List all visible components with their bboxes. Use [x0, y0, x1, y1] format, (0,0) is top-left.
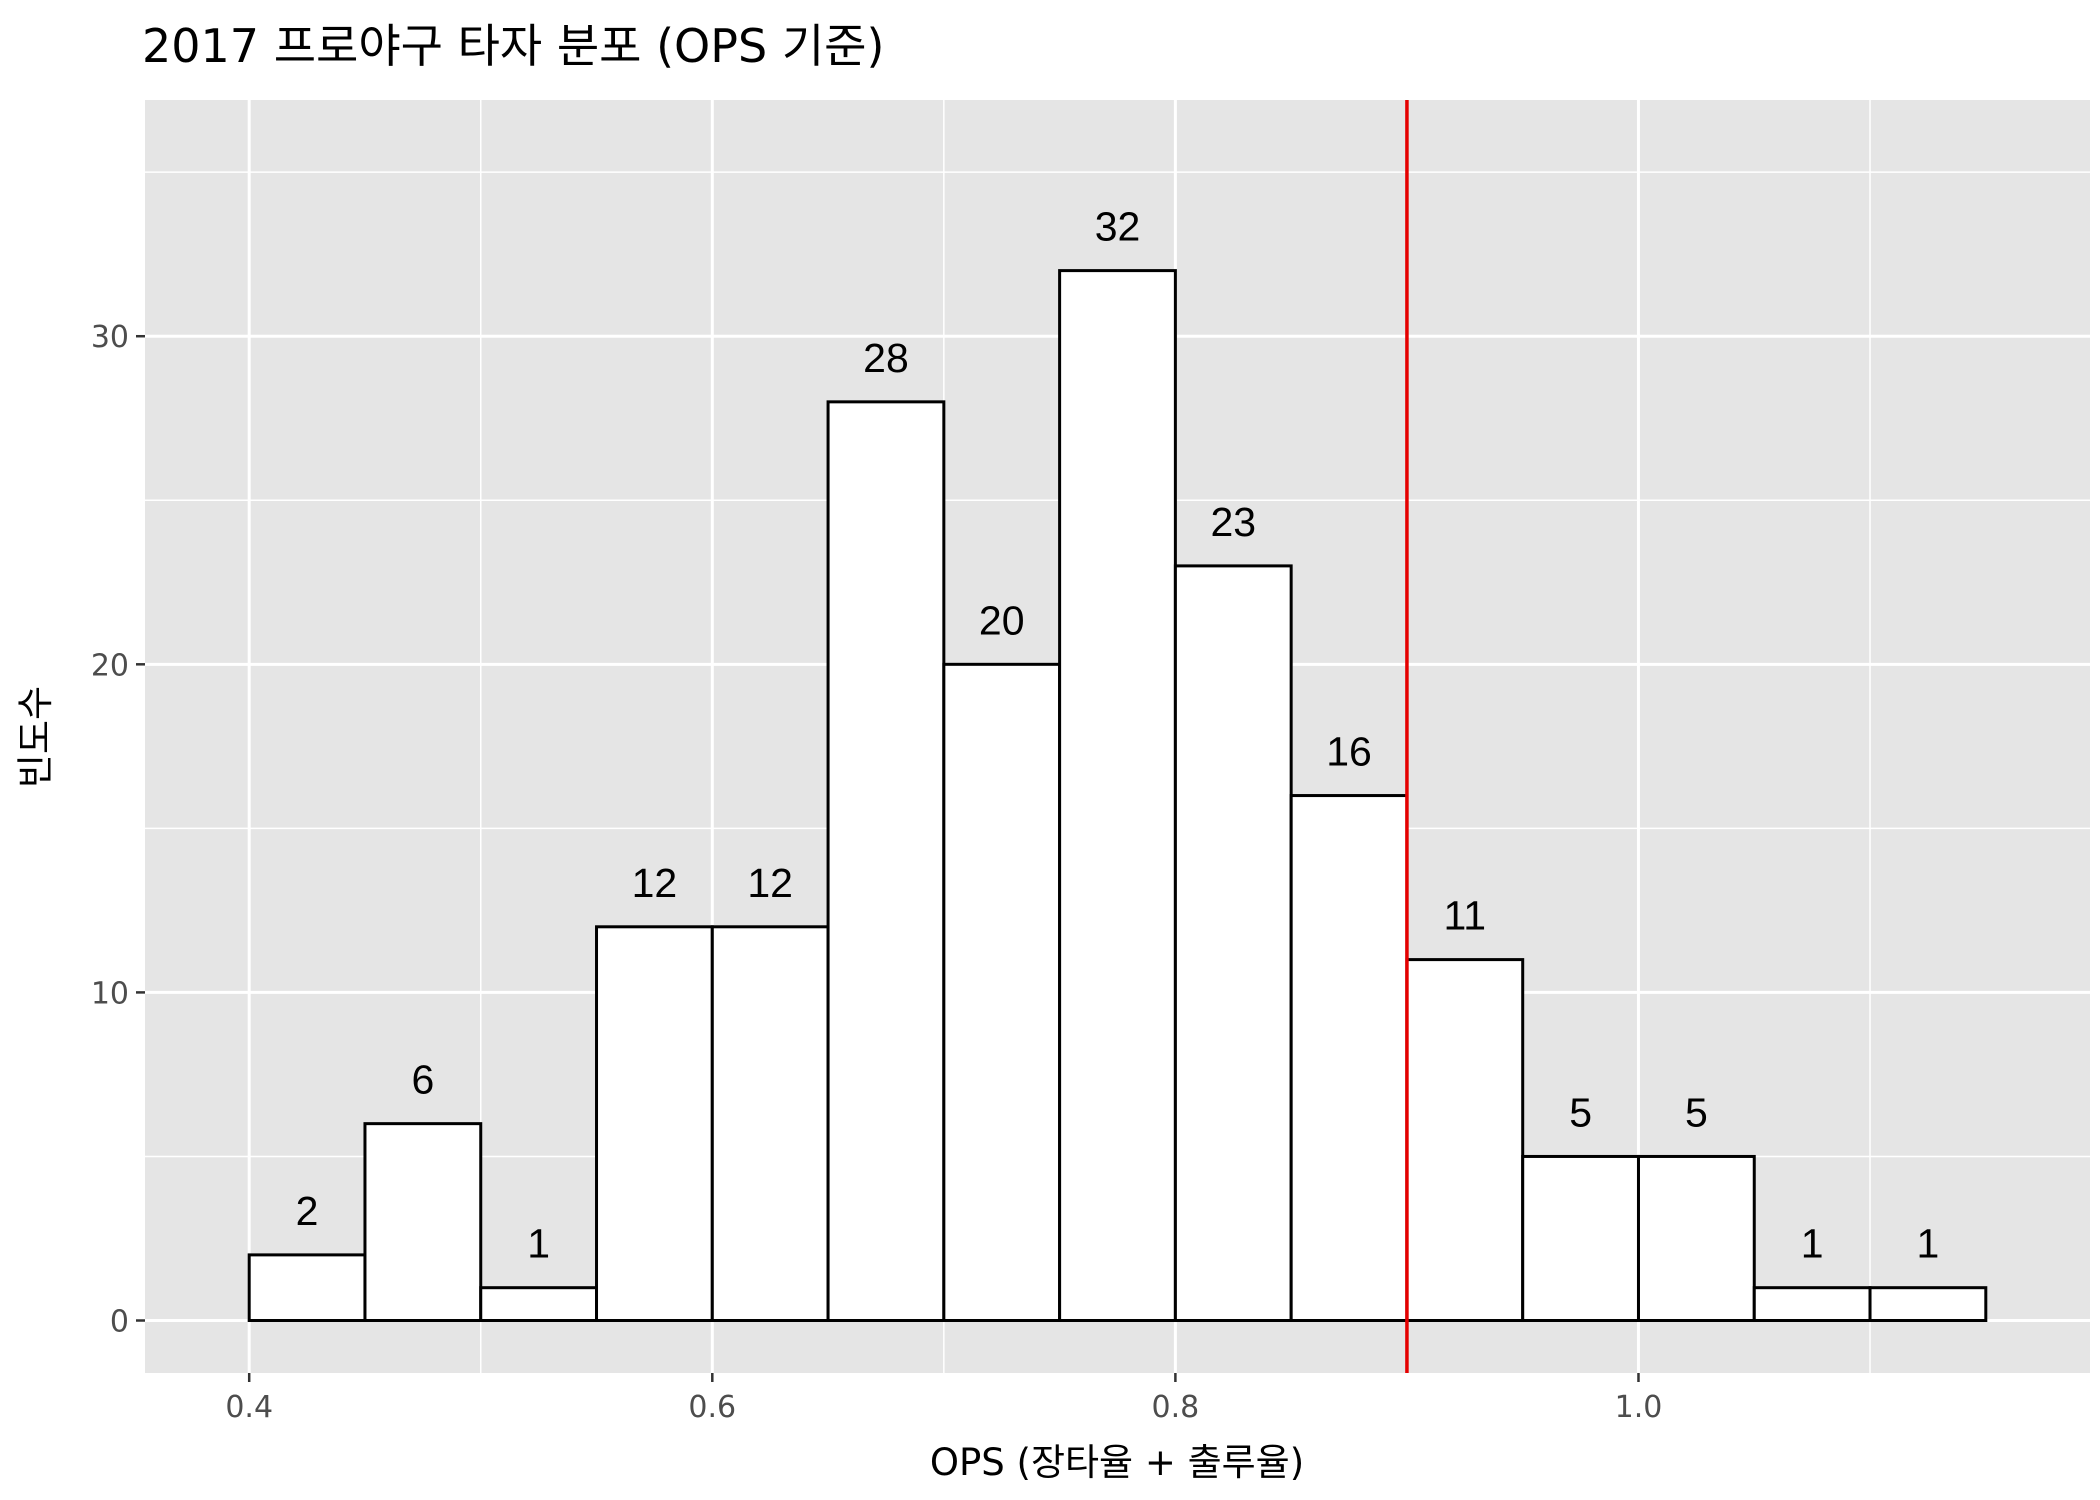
bar-count-label: 5	[1569, 1089, 1592, 1135]
y-axis: 0 10 20 30	[91, 320, 145, 1340]
histogram-bar	[1405, 958, 1525, 1323]
bar-count-label: 1	[527, 1221, 550, 1267]
histogram-bar	[595, 925, 714, 1323]
x-axis-title: OPS (장타율 + 출루율)	[930, 1441, 1304, 1484]
y-tick-label: 0	[110, 1305, 129, 1340]
x-tick-label: 0.4	[225, 1390, 273, 1425]
histogram-bar	[710, 925, 830, 1323]
bar-count-label: 12	[632, 860, 678, 906]
histogram-bar	[479, 1286, 599, 1323]
bar-count-label: 20	[979, 597, 1025, 643]
bar-count-label: 11	[1444, 893, 1487, 939]
x-axis: 0.4 0.6 0.8 1.0	[225, 1373, 1662, 1425]
histogram-bar	[942, 662, 1062, 1323]
bar-count-label: 12	[747, 860, 793, 906]
bar-count-label: 23	[1210, 499, 1256, 545]
histogram-bar	[363, 1122, 483, 1323]
bar-count-label: 5	[1685, 1089, 1708, 1135]
bar-count-label: 1	[1801, 1221, 1824, 1267]
chart-title: 2017 프로야구 타자 분포 (OPS 기준)	[142, 19, 884, 73]
y-tick-label: 30	[91, 320, 129, 355]
x-tick-label: 0.8	[1152, 1390, 1200, 1425]
y-axis-title: 빈도수	[14, 686, 57, 788]
histogram-bar	[1752, 1286, 1872, 1323]
bar-count-label: 1	[1917, 1221, 1940, 1267]
histogram-bar	[826, 400, 946, 1323]
histogram-bar	[1289, 794, 1409, 1323]
bar-count-label: 16	[1326, 729, 1372, 775]
histogram-bar	[247, 1253, 367, 1323]
x-tick-label: 1.0	[1615, 1390, 1663, 1425]
histogram-bar	[1868, 1286, 1988, 1323]
histogram-bar	[1058, 269, 1177, 1323]
y-tick-label: 20	[91, 648, 129, 683]
y-tick-label: 10	[91, 976, 129, 1011]
histogram-bars	[247, 269, 1988, 1323]
bar-count-label: 28	[863, 335, 909, 381]
x-tick-label: 0.6	[688, 1390, 736, 1425]
bar-count-label: 2	[296, 1188, 319, 1234]
histogram-bar	[1636, 1154, 1756, 1323]
bar-count-label: 32	[1095, 204, 1141, 250]
histogram-bar	[1521, 1154, 1640, 1323]
histogram-bar	[1173, 564, 1293, 1323]
bar-count-label: 6	[411, 1057, 434, 1103]
